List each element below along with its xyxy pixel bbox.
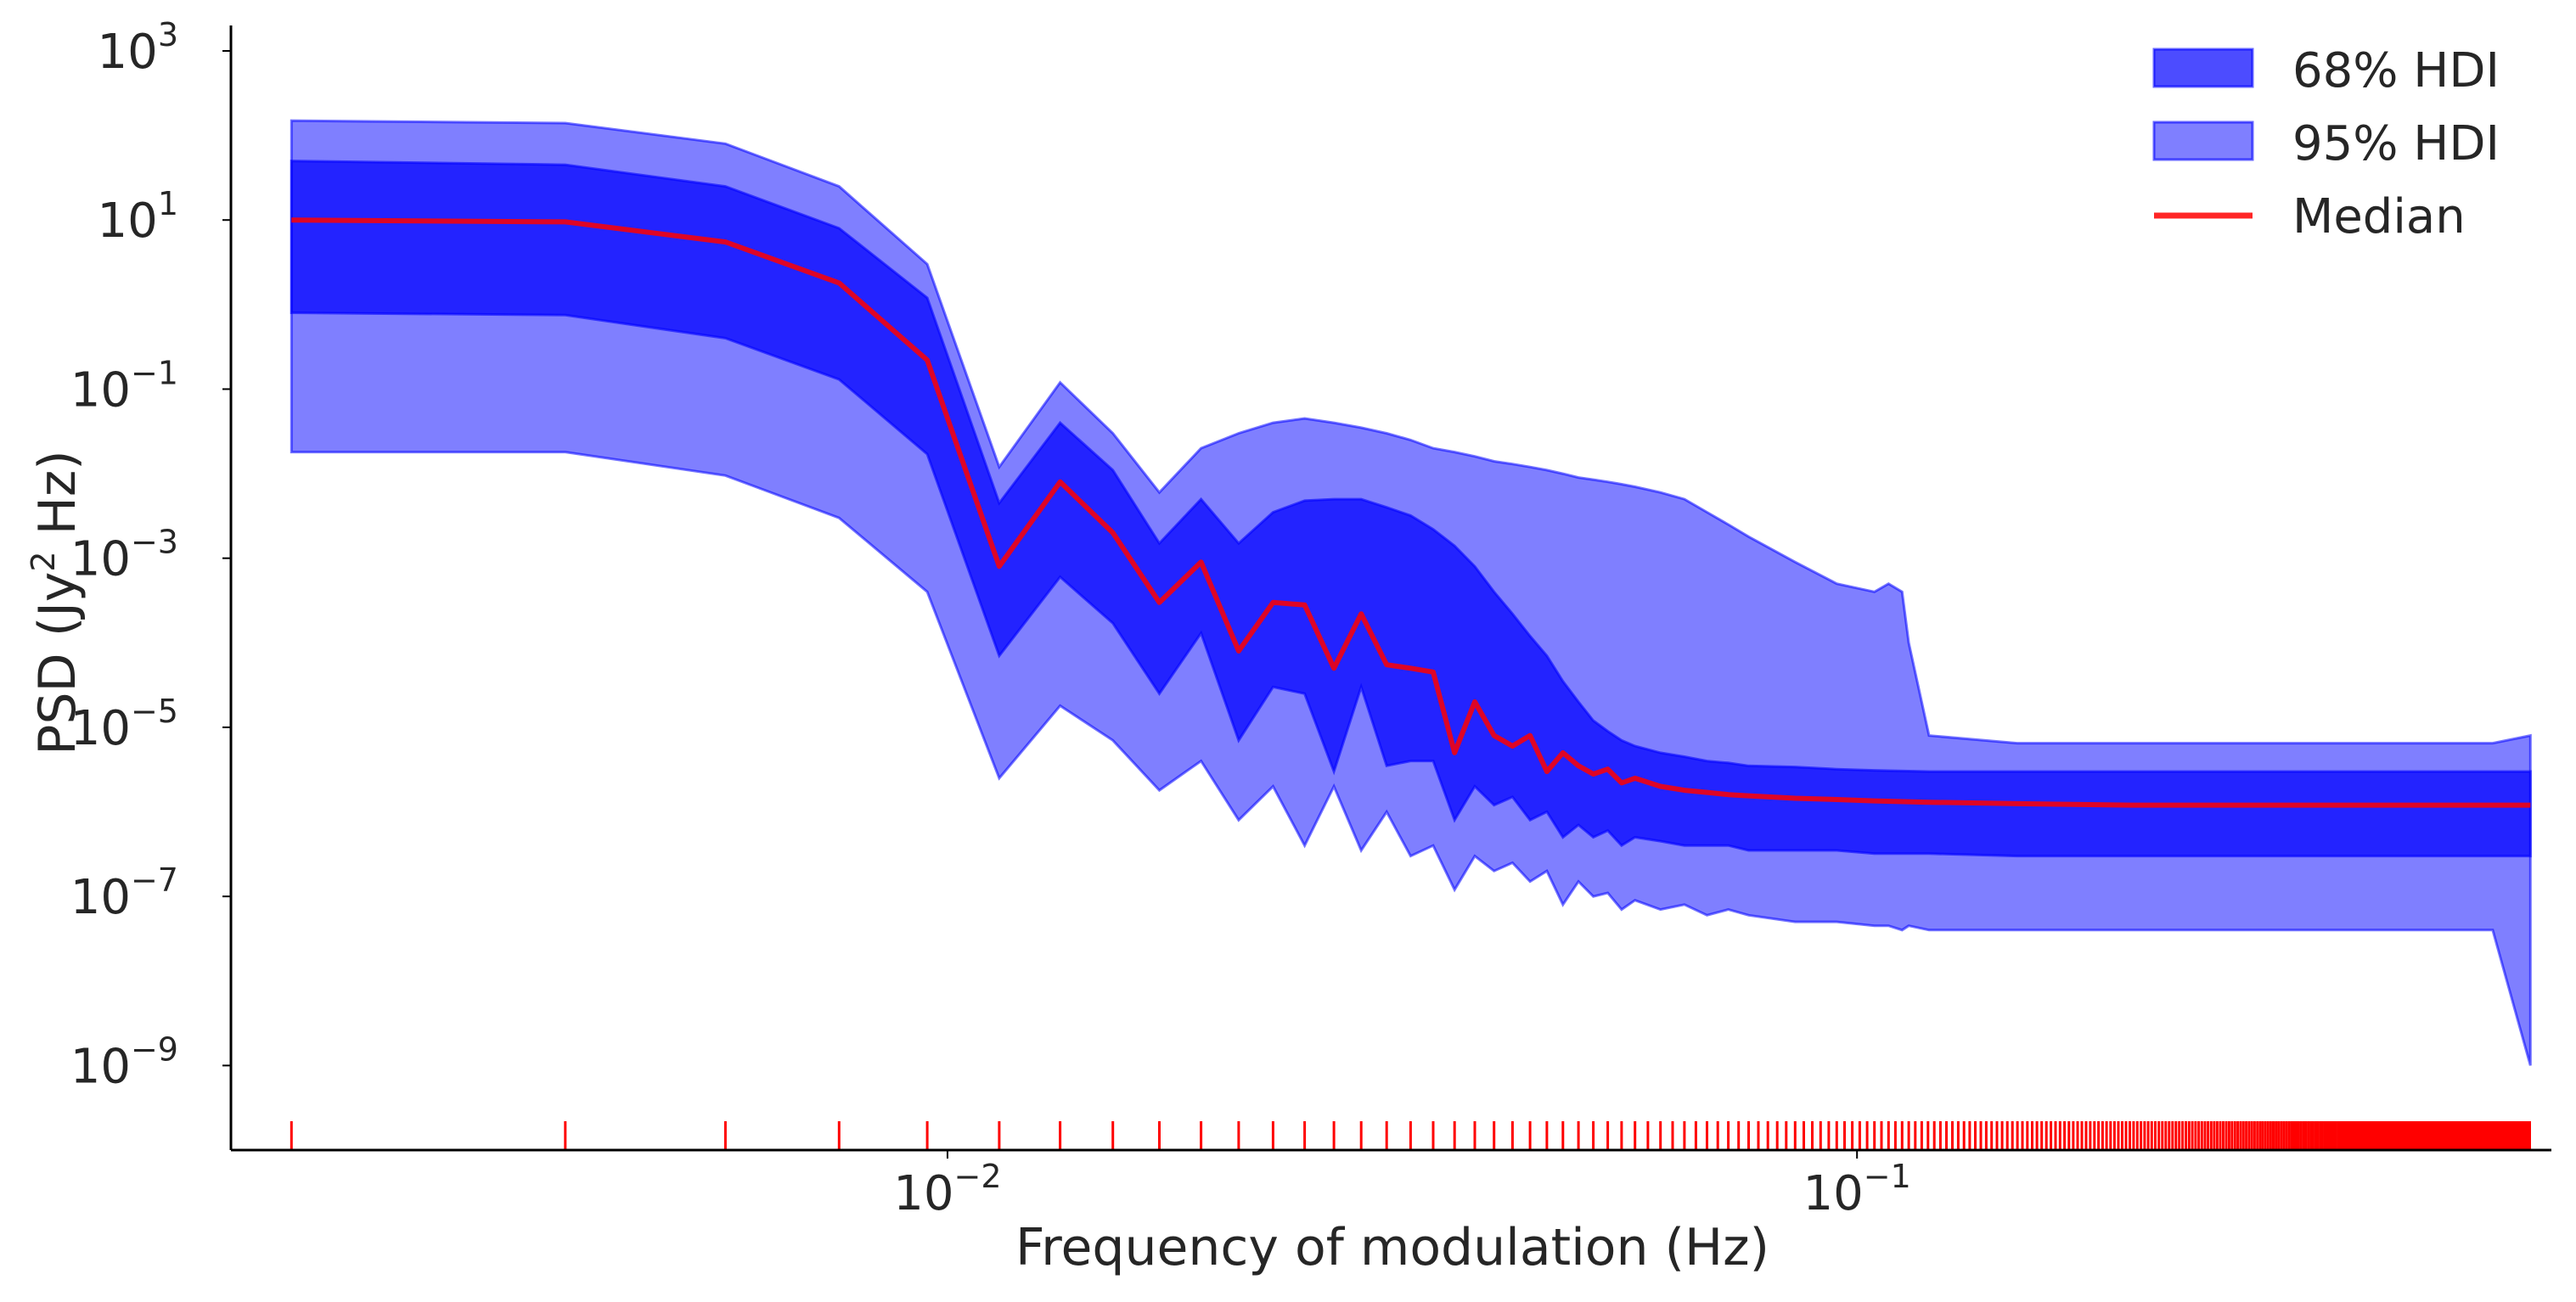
legend-label: Median [2292,189,2466,244]
y-tick-label: 10−9 [70,1030,178,1094]
y-tick-label: 10−5 [70,693,178,756]
rug-marks [290,1121,2531,1150]
legend-swatch [2152,121,2254,161]
median-line [291,217,2531,808]
legend: 68% HDI 95% HDI Median [2152,43,2500,244]
y-tick-labels: 103 101 10−1 10−3 10−5 10−7 10−9 [70,16,231,1094]
hdi-68-band [290,160,2532,858]
y-tick-label: 10−1 [70,354,178,418]
x-tick-labels: 10−2 10−1 [893,1150,1911,1221]
plot-area [290,119,2532,1150]
x-axis-label: Frequency of modulation (Hz) [1015,1218,1769,1277]
y-axis-label: PSD (Jy2 Hz) [25,450,87,755]
legend-label: 95% HDI [2292,116,2500,171]
x-tick-label: 10−2 [893,1158,1001,1221]
legend-swatch [2152,48,2254,88]
y-tick-label: 103 [98,16,178,80]
y-tick-label: 101 [98,185,178,249]
y-tick-label: 10−3 [70,524,178,587]
y-tick-label: 10−7 [70,861,178,925]
legend-label: 68% HDI [2292,43,2500,98]
x-tick-label: 10−1 [1803,1158,1911,1221]
